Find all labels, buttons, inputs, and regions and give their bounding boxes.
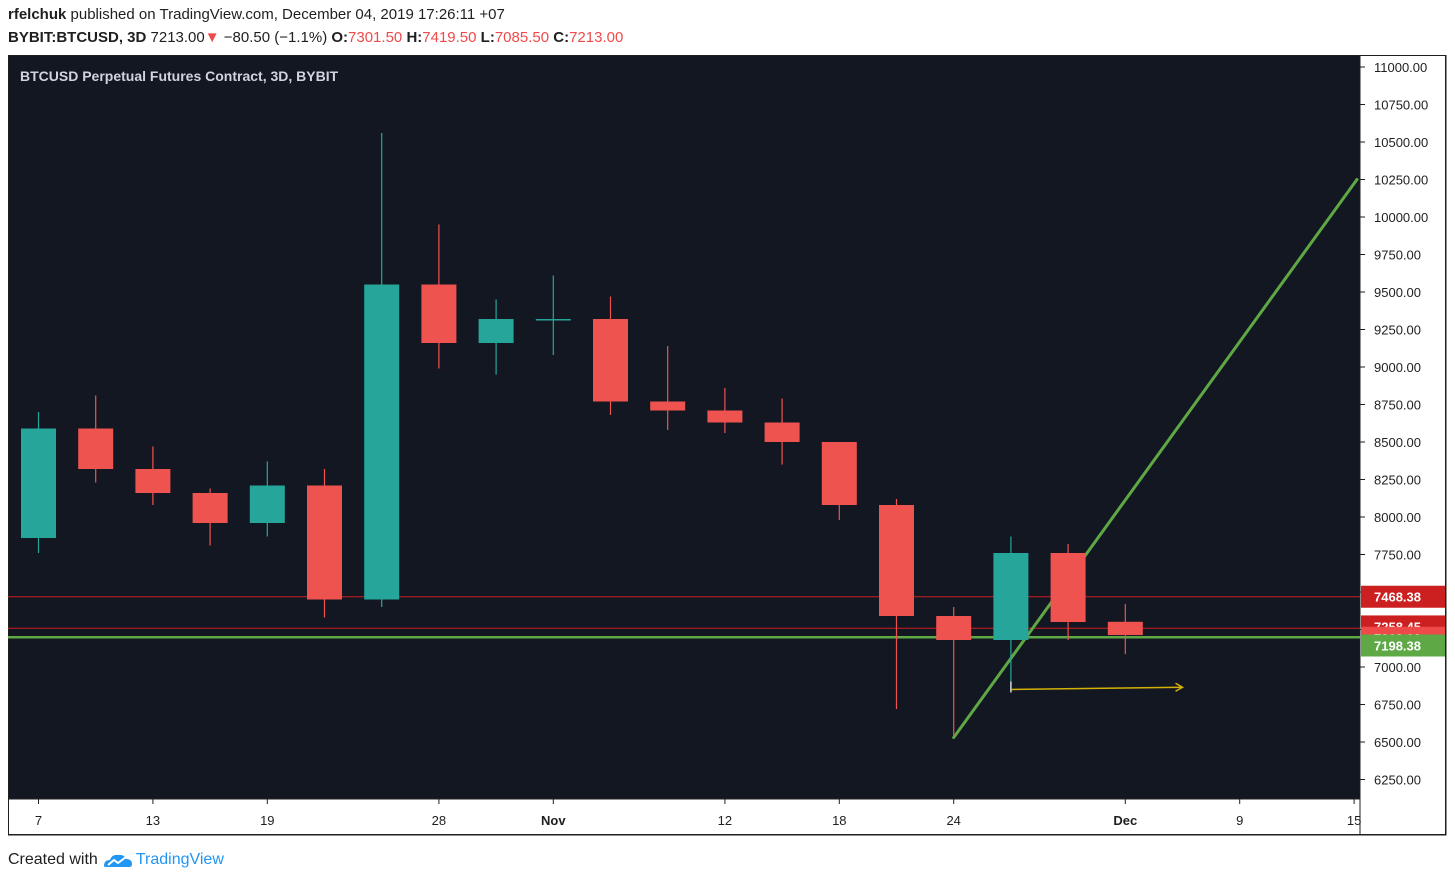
x-tick-label: 9 bbox=[1236, 813, 1243, 828]
y-tick-label: 8000.00 bbox=[1374, 510, 1421, 525]
candle-body[interactable] bbox=[535, 319, 571, 321]
low-label: L: bbox=[480, 29, 495, 46]
footer: Created with TradingView bbox=[8, 850, 224, 870]
y-tick-label: 8250.00 bbox=[1374, 473, 1421, 488]
last-price: 7213.00 bbox=[150, 29, 205, 46]
candle-body[interactable] bbox=[478, 319, 514, 343]
price-label-resistance: 7468.38 bbox=[1374, 590, 1421, 605]
y-tick-label: 9500.00 bbox=[1374, 285, 1421, 300]
y-tick-label: 10000.00 bbox=[1374, 210, 1428, 225]
candle-body[interactable] bbox=[879, 505, 914, 616]
price-axis[interactable] bbox=[1359, 55, 1447, 836]
author-name[interactable]: rfelchuk bbox=[8, 6, 67, 23]
y-tick-label: 6500.00 bbox=[1374, 735, 1421, 750]
open-value: 7301.50 bbox=[348, 29, 403, 46]
candle-body[interactable] bbox=[993, 553, 1029, 640]
x-tick-label: Dec bbox=[1113, 813, 1137, 828]
price-label-resistance-bg bbox=[1361, 585, 1445, 608]
candle-body[interactable] bbox=[1050, 553, 1086, 622]
price-change: −80.50 (−1.1%) bbox=[223, 29, 328, 46]
candle-body[interactable] bbox=[249, 485, 285, 524]
tradingview-brand[interactable]: TradingView bbox=[135, 851, 224, 868]
candle-body[interactable] bbox=[1107, 621, 1143, 636]
y-tick-label: 10500.00 bbox=[1374, 135, 1428, 150]
candle-body[interactable] bbox=[593, 319, 628, 402]
x-tick-label: 28 bbox=[432, 813, 446, 828]
y-tick-label: 9250.00 bbox=[1374, 323, 1421, 338]
x-tick-label: 15 bbox=[1347, 813, 1361, 828]
y-tick-label: 9000.00 bbox=[1374, 360, 1421, 375]
open-label: O: bbox=[331, 29, 349, 46]
y-tick-label: 11000.00 bbox=[1374, 60, 1427, 75]
x-tick-label: 12 bbox=[718, 813, 732, 828]
candle-body[interactable] bbox=[364, 284, 400, 600]
candle-body[interactable] bbox=[192, 493, 228, 523]
price-label-support-bg bbox=[1361, 634, 1445, 657]
candle-body[interactable] bbox=[21, 428, 56, 539]
candle-body[interactable] bbox=[78, 428, 114, 470]
y-tick-label: 10750.00 bbox=[1374, 98, 1428, 113]
publish-info: rfelchuk published on TradingView.com, D… bbox=[8, 6, 505, 23]
candle-body[interactable] bbox=[936, 616, 972, 640]
candle-body[interactable] bbox=[135, 469, 171, 493]
y-tick-label: 7750.00 bbox=[1374, 548, 1421, 563]
arrow-head-icon bbox=[1175, 682, 1185, 692]
x-tick-label: 19 bbox=[260, 813, 274, 828]
y-tick-label: 9750.00 bbox=[1374, 248, 1421, 263]
y-tick-label: 6750.00 bbox=[1374, 698, 1421, 713]
down-arrow-icon: ▼ bbox=[204, 29, 220, 46]
y-tick-label: 8750.00 bbox=[1374, 398, 1421, 413]
candle-body[interactable] bbox=[421, 284, 457, 344]
y-tick-label: 8500.00 bbox=[1374, 435, 1421, 450]
plot-area[interactable] bbox=[8, 55, 1360, 799]
close-label: C: bbox=[553, 29, 570, 46]
published-text: published on TradingView.com, December 0… bbox=[66, 6, 505, 23]
arrow-line[interactable] bbox=[1010, 686, 1183, 691]
tradingview-logo-icon[interactable] bbox=[102, 850, 134, 870]
high-label: H: bbox=[406, 29, 423, 46]
candle-body[interactable] bbox=[821, 442, 857, 505]
x-tick-label: Nov bbox=[541, 813, 566, 828]
close-value: 7213.00 bbox=[569, 29, 624, 46]
high-value: 7419.50 bbox=[422, 29, 477, 46]
low-value: 7085.50 bbox=[494, 29, 550, 46]
x-tick-label: 7 bbox=[35, 813, 42, 828]
ohlc-info: BYBIT:BTCUSD, 3D 7213.00▼ −80.50 (−1.1%)… bbox=[8, 29, 623, 46]
candle-body[interactable] bbox=[707, 410, 743, 423]
y-tick-label: 7000.00 bbox=[1374, 660, 1421, 675]
created-with-text: Created with bbox=[8, 851, 98, 868]
candlestick-chart[interactable]: BTCUSD Perpetual Futures Contract, 3D, B… bbox=[8, 55, 1447, 836]
trend-line[interactable] bbox=[952, 178, 1359, 739]
price-label-support: 7198.38 bbox=[1374, 638, 1421, 653]
candle-body[interactable] bbox=[650, 401, 686, 411]
chart-border bbox=[8, 55, 1446, 835]
x-tick-label: 24 bbox=[946, 813, 960, 828]
candle-body[interactable] bbox=[307, 485, 342, 600]
y-tick-label: 6250.00 bbox=[1374, 773, 1421, 788]
y-tick-label: 10250.00 bbox=[1374, 173, 1428, 188]
chart-title: BTCUSD Perpetual Futures Contract, 3D, B… bbox=[20, 68, 339, 84]
candle-body[interactable] bbox=[764, 422, 800, 443]
symbol-label: BYBIT:BTCUSD, 3D bbox=[8, 29, 147, 46]
time-axis[interactable] bbox=[8, 798, 1361, 836]
x-tick-label: 18 bbox=[832, 813, 846, 828]
x-tick-label: 13 bbox=[146, 813, 160, 828]
